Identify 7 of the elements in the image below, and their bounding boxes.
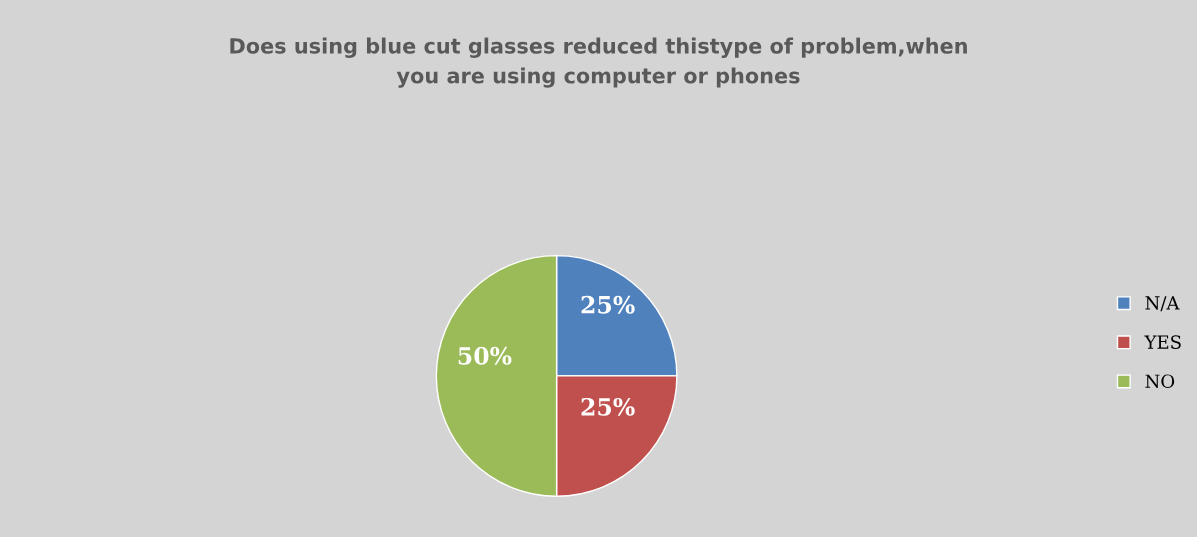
legend-label: NO: [1145, 374, 1175, 389]
legend-label: YES: [1144, 335, 1181, 349]
chart-title: Does using blue cut glasses reduced thistype of problem,when you are using computer or phones: [230, 37, 967, 88]
legend-label: N/A: [1145, 296, 1180, 312]
data-label: 25%: [581, 397, 635, 416]
data-label: 25%: [581, 295, 635, 314]
data-label: 50%: [458, 346, 512, 365]
